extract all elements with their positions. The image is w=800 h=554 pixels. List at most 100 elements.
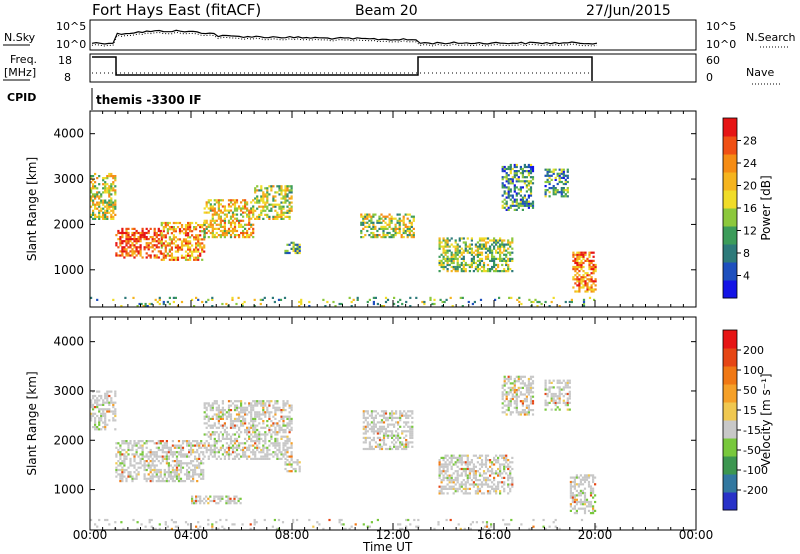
colorbar-swatch [723, 366, 737, 385]
scatter-region-8 [501, 163, 535, 211]
scatter-region-10 [90, 518, 598, 530]
beam-title: Beam 20 [355, 3, 418, 19]
cpid-label: CPID [7, 91, 36, 104]
x-tick-label: 16:00 [477, 528, 512, 542]
y-axis-label: Slant Range [km] [25, 371, 39, 475]
freq-tick-bottom: 8 [64, 71, 71, 84]
y-tick-label: 1000 [53, 263, 84, 277]
colorbar-tick-label: 20 [743, 180, 757, 193]
colorbar-swatch [723, 348, 737, 367]
colorbar-swatch [723, 474, 737, 493]
colorbar-swatch [723, 492, 737, 511]
colorbar-tick-label: 24 [743, 157, 757, 170]
y-tick-label: 3000 [53, 384, 84, 398]
x-tick-label: 08:00 [275, 528, 310, 542]
freq-trace [92, 56, 593, 81]
scatter-cells [90, 375, 598, 530]
y-axis-label: Slant Range [km] [25, 157, 39, 261]
colorbar: 28 24 20 16 12 8 4 Power [dB] [722, 117, 773, 299]
scatter-region-9 [569, 474, 597, 515]
freq-tick-top: 18 [58, 54, 72, 67]
power-panel: 1000 2000 3000 4000 Slant Range [km] 28 24 20 16… [25, 110, 773, 308]
scatter-region-0 [90, 390, 117, 431]
scatter-region-6 [438, 454, 514, 495]
nsearch-tick-top: 10^5 [706, 20, 736, 33]
x-tick-label: 00:00 [679, 528, 714, 542]
y-tick-label: 2000 [53, 217, 84, 231]
y-tick-label: 4000 [53, 335, 84, 349]
scatter-region-7 [438, 237, 514, 273]
nave-tick-bottom: 0 [706, 71, 713, 84]
colorbar-swatch [723, 280, 737, 299]
scatter-region-2 [203, 400, 293, 460]
scatter-region-5 [362, 410, 414, 451]
colorbar-swatch [723, 420, 737, 439]
nsearch-tick-bottom: 10^0 [706, 38, 736, 51]
colorbar-swatch [723, 330, 737, 349]
cpid-value: themis -3300 IF [96, 93, 202, 107]
scatter-region-4 [191, 495, 242, 505]
colorbar-tick-label: -15 [743, 424, 761, 437]
x-tick-label: 12:00 [376, 528, 411, 542]
nsearch-label: N.Search [746, 31, 796, 44]
cpid-panel: CPID themis -3300 IF [7, 88, 202, 110]
colorbar-tick-label: -50 [743, 444, 761, 457]
colorbar-tick-label: 16 [743, 202, 757, 215]
scatter-region-2 [160, 221, 206, 261]
colorbar-swatch [723, 244, 737, 263]
nsky-trace [91, 29, 598, 47]
colorbar-swatch [723, 136, 737, 155]
colorbar-swatch [723, 154, 737, 173]
scatter-region-3 [203, 199, 255, 239]
scatter-region-0 [90, 172, 117, 220]
colorbar-swatch [723, 384, 737, 403]
colorbar-swatch [723, 172, 737, 191]
scatter-region-10 [572, 251, 597, 293]
date-title: 27/Jun/2015 [586, 3, 671, 19]
y-tick-label: 2000 [53, 433, 84, 447]
velocity-panel: 1000 2000 3000 4000 Slant Range [km] 200 100 50… [25, 316, 773, 531]
nave-label: Nave [746, 66, 774, 79]
x-axis-label: Time UT [362, 540, 413, 554]
station-title: Fort Hays East (fitACF) [92, 1, 261, 19]
panel-frame [89, 110, 697, 308]
scatter-region-7 [501, 375, 535, 416]
colorbar-swatch [723, 208, 737, 227]
x-axis: 00:00 04:00 08:00 12:00 16:00 20:00 00:00 [73, 528, 714, 542]
colorbar-label: Power [dB] [759, 175, 773, 240]
colorbar-swatch [723, 438, 737, 457]
nsky-tick-bottom: 10^0 [56, 38, 86, 51]
colorbar-tick-label: 200 [743, 344, 764, 357]
nsky-tick-top: 10^5 [56, 20, 86, 33]
scatter-region-1 [115, 227, 162, 259]
x-tick-label: 04:00 [174, 528, 209, 542]
colorbar: 200 100 50 15 -15 -50 -100 -200 Velocity [m s⁻¹] [722, 329, 773, 511]
colorbar-tick-label: 8 [743, 247, 750, 260]
colorbar-label: Velocity [m s⁻¹] [759, 373, 773, 466]
scatter-region-8 [544, 379, 571, 411]
x-tick-label: 20:00 [578, 528, 613, 542]
nave-tick-top: 60 [706, 54, 720, 67]
scatter-region-9 [544, 168, 569, 198]
colorbar-swatch [723, 190, 737, 209]
colorbar-swatch [723, 402, 737, 421]
scatter-region-5 [284, 241, 301, 255]
colorbar-tick-label: 4 [743, 270, 750, 283]
colorbar-tick-label: 50 [743, 384, 757, 397]
colorbar-swatch [723, 226, 737, 245]
freq-panel: Freq. [MHz] 18 8 60 0 Nave [3, 53, 780, 85]
scatter-region-11 [90, 296, 596, 308]
x-tick-label: 00:00 [73, 528, 108, 542]
scatter-cells [90, 163, 597, 308]
colorbar-tick-label: -100 [743, 464, 768, 477]
nsearch-line [91, 31, 598, 47]
colorbar-swatch [723, 262, 737, 281]
colorbar-tick-label: -200 [743, 484, 768, 497]
scatter-region-1 [115, 440, 205, 483]
colorbar-tick-label: 12 [743, 225, 757, 238]
scatter-region-6 [360, 213, 415, 239]
nsky-label: N.Sky [4, 31, 36, 44]
colorbar-swatch [723, 118, 737, 137]
y-tick-label: 4000 [53, 127, 84, 141]
